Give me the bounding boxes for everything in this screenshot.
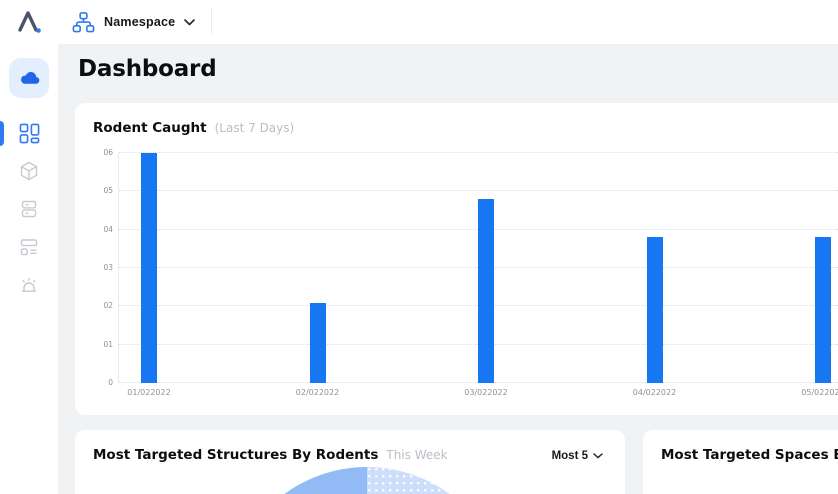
server-icon (19, 199, 39, 219)
targeted-structures-card: Most Targeted Structures By Rodents This… (75, 430, 625, 494)
sidebar-item-packages[interactable] (0, 152, 58, 190)
cloud-icon (18, 67, 41, 90)
y-axis-tick: 01 (103, 339, 113, 349)
pie-chart (227, 467, 507, 494)
x-axis-tick: 05/022022 (801, 388, 838, 397)
active-indicator (0, 121, 4, 146)
sidebar-item-cloud[interactable] (9, 58, 49, 98)
page-title: Dashboard (78, 56, 217, 82)
targeted-spaces-title: Most Targeted Spaces By Rodents (661, 447, 838, 463)
gridline-06 (119, 152, 838, 153)
most5-dropdown[interactable]: Most 5 (552, 450, 603, 462)
cube-icon (19, 161, 39, 181)
x-axis-tick: 02/022022 (295, 388, 340, 397)
targeted-structures-subtitle: This Week (386, 448, 448, 462)
y-axis-tick: 02 (103, 301, 113, 311)
targeted-spaces-card: Most Targeted Spaces By Rodents (643, 430, 838, 494)
bar-05/022022 (815, 237, 831, 383)
pie-slices (284, 467, 450, 494)
chevron-down-icon (184, 18, 196, 26)
bar-chart-plot: 0 01 02 03 04 05 06 01/022022 02/022022 03/022022… (103, 148, 838, 397)
rodent-caught-card: Rodent Caught (Last 7 Days) 0 01 02 03 04 05 0… (75, 103, 838, 415)
sidebar (0, 44, 58, 494)
bar-04/022022 (646, 237, 663, 383)
x-axis-tick: 04/022022 (632, 388, 677, 397)
y-axis-tick: 03 (103, 263, 113, 272)
bar-03/022022 (478, 199, 494, 383)
x-axis-tick: 03/022022 (464, 388, 508, 397)
dashboard-grid-icon (19, 123, 40, 144)
hierarchy-icon (72, 11, 95, 34)
rodent-caught-title: Rodent Caught (93, 120, 207, 136)
y-axis-tick: 04 (103, 224, 113, 234)
y-axis-tick: 06 (103, 148, 113, 157)
alarm-siren-icon (19, 275, 39, 295)
most5-label: Most 5 (551, 450, 588, 462)
pie-slice (367, 467, 450, 494)
pie-slice (284, 467, 367, 494)
y-axis-tick: 0 (108, 378, 113, 387)
namespace-label: Namespace (104, 15, 176, 29)
sidebar-item-servers[interactable] (0, 190, 58, 228)
targeted-structures-header: Most Targeted Structures By Rodents This… (75, 430, 625, 463)
bar-02/022022 (309, 302, 326, 383)
topbar-divider (211, 9, 213, 35)
app-logo[interactable] (0, 0, 58, 44)
topbar: Namespace (0, 0, 838, 44)
gridline-05 (119, 190, 838, 192)
targeted-spaces-header: Most Targeted Spaces By Rodents (643, 430, 838, 463)
rodent-caught-subtitle: (Last 7 Days) (214, 121, 295, 135)
chevron-down-icon (593, 453, 603, 459)
rodent-caught-header: Rodent Caught (Last 7 Days) (75, 103, 838, 136)
sidebar-item-layout[interactable] (0, 228, 58, 266)
logo-lambda-icon (18, 11, 41, 33)
targeted-structures-title: Most Targeted Structures By Rodents (93, 447, 379, 463)
y-axis-tick: 05 (103, 186, 113, 196)
sidebar-item-dashboard[interactable] (0, 114, 58, 152)
bar-01/022022 (141, 153, 157, 383)
sidebar-item-alarm[interactable] (0, 266, 58, 304)
namespace-selector[interactable]: Namespace (58, 0, 212, 44)
layout-list-icon (19, 237, 39, 257)
x-axis-tick: 01/022022 (127, 388, 171, 397)
